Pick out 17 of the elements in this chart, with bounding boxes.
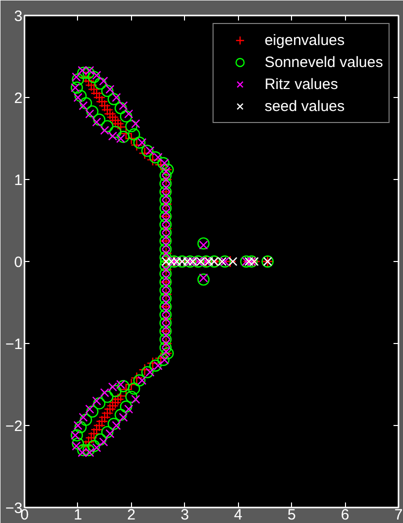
legend-label: Ritz values [264,74,338,94]
y-tick-label: −2 [5,418,23,435]
legend-label: seed values [264,96,345,116]
y-tick-label: 2 [14,90,22,107]
legend-label: Sonneveld values [264,52,383,72]
x-tick-label: 2 [127,506,136,523]
y-tick-label: 0 [14,254,22,271]
x-tick-label: 7 [394,506,403,523]
y-tick-label: −1 [5,336,23,353]
x-tick-label: 1 [74,506,82,523]
x-tick-label: 4 [234,506,242,523]
x-tick-label: 6 [340,506,350,523]
legend-label: eigenvalues [264,30,345,50]
y-tick-label: 3 [14,8,22,25]
x-tick-label: 3 [180,506,189,523]
x-tick-label: 5 [287,506,296,523]
y-tick-label: 1 [14,172,22,189]
